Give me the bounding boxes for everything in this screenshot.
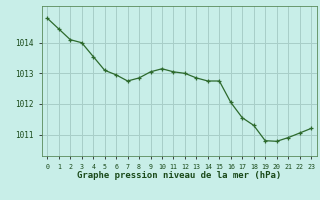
X-axis label: Graphe pression niveau de la mer (hPa): Graphe pression niveau de la mer (hPa) [77,171,281,180]
